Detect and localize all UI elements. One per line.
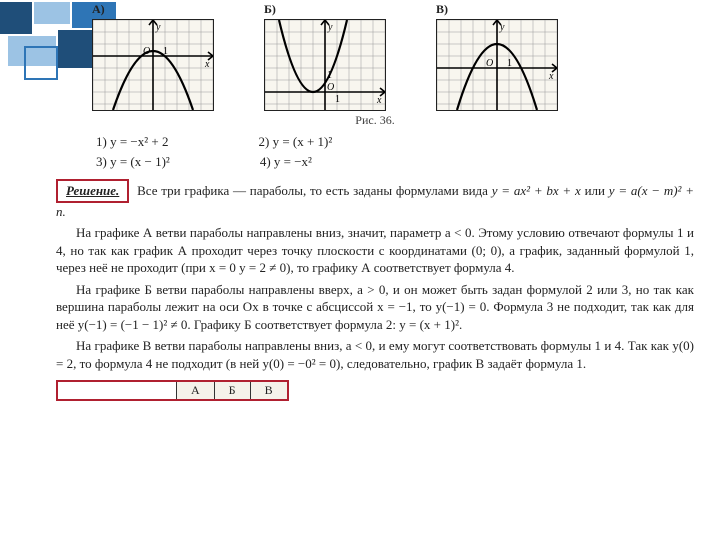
svg-text:y: y <box>155 22 161 33</box>
svg-text:x: x <box>376 95 382 106</box>
answer-head-a: А <box>177 381 215 400</box>
svg-text:O: O <box>486 58 493 69</box>
chart-c-label: В) <box>436 2 558 17</box>
svg-text:1: 1 <box>507 58 512 69</box>
formula-1: 1) y = −x² + 2 <box>96 132 168 152</box>
formula-3: 3) y = (x − 1)² <box>96 152 170 172</box>
solution-title: Решение. <box>56 179 129 203</box>
answer-table: А Б В <box>56 380 289 401</box>
answer-table-wrap: А Б В <box>56 380 289 401</box>
svg-text:1: 1 <box>163 46 168 57</box>
answer-head-b: Б <box>214 381 250 400</box>
paragraph-a: На графике А ветви параболы направлены в… <box>56 225 694 275</box>
chart-c: В) y x O 1 <box>436 2 558 111</box>
formula-list: 1) y = −x² + 2 2) y = (x + 1)² 3) y = (x… <box>96 132 694 171</box>
chart-a-svg: y x O 1 <box>92 19 214 111</box>
solution-intro-b: y = ax² + bx + x <box>492 183 581 198</box>
svg-text:x: x <box>548 71 554 82</box>
svg-text:O: O <box>327 82 334 93</box>
figure-caption: Рис. 36. <box>56 113 694 128</box>
svg-text:y: y <box>499 22 505 33</box>
formula-4: 4) y = −x² <box>260 152 312 172</box>
chart-c-svg: y x O 1 <box>436 19 558 111</box>
svg-text:1: 1 <box>335 94 340 105</box>
svg-text:x: x <box>204 59 210 70</box>
paragraph-c: На графике В ветви параболы направлены в… <box>56 338 694 371</box>
svg-text:1: 1 <box>327 70 332 81</box>
chart-b-svg: y x O 1 1 <box>264 19 386 111</box>
answer-head-c: В <box>250 381 288 400</box>
paragraph-b: На графике Б ветви параболы направлены в… <box>56 282 694 332</box>
svg-text:O: O <box>143 46 150 57</box>
answer-row-label <box>57 381 177 400</box>
chart-b-label: Б) <box>264 2 386 17</box>
chart-a: А) y x O 1 <box>92 2 214 111</box>
solution-intro-c: или <box>581 183 609 198</box>
formula-2: 2) y = (x + 1)² <box>258 132 332 152</box>
charts-row: А) y x O 1 Б) <box>92 2 694 111</box>
svg-text:y: y <box>327 22 333 33</box>
chart-b: Б) y x O 1 1 <box>264 2 386 111</box>
solution-section: Решение. Все три графика — параболы, то … <box>56 179 694 372</box>
solution-intro-a: Все три графика — параболы, то есть зада… <box>137 183 492 198</box>
chart-a-label: А) <box>92 2 214 17</box>
